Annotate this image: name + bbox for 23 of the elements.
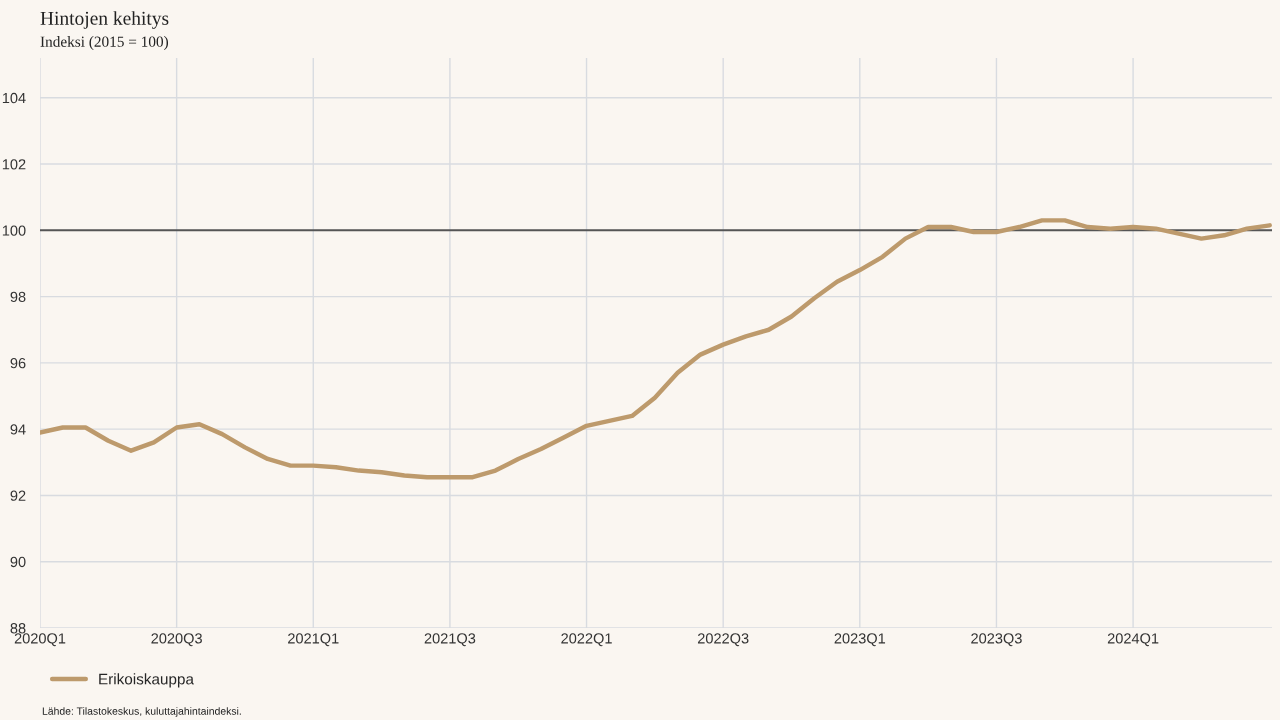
y-tick-label: 100 (2, 225, 26, 236)
y-tick-label: 92 (10, 490, 26, 501)
y-tick-label: 98 (10, 291, 26, 303)
x-tick-label: 2020Q1 (14, 633, 66, 647)
chart-subtitle: Indeksi (2015 = 100) (40, 36, 169, 50)
y-tick-label: 90 (10, 556, 26, 568)
x-tick-label: 2021Q3 (424, 633, 476, 647)
x-tick-label: 2022Q3 (697, 633, 749, 647)
x-tick-label: 2023Q3 (971, 633, 1022, 647)
y-tick-label: 104 (2, 92, 26, 104)
y-tick-label: 88 (10, 623, 26, 634)
x-tick-label: 2020Q3 (151, 633, 202, 647)
x-tick-label: 2022Q1 (561, 633, 612, 647)
text: Lähde: Tilastokeskus, kuluttajahintaindeksi. (42, 707, 241, 717)
x-tick-label: 2024Q1 (1107, 633, 1159, 647)
y-tick-label: 94 (10, 424, 26, 435)
x-tick-label: 2021Q1 (288, 633, 339, 647)
y-tick-label: 102 (2, 159, 26, 170)
legend-label: Erikoiskauppa (99, 673, 194, 688)
x-tick-label: 2023Q1 (834, 633, 886, 647)
line-series (40, 218, 1272, 480)
y-tick-label: 96 (10, 357, 26, 369)
chart-title: Hintojen kehitys (40, 11, 169, 29)
